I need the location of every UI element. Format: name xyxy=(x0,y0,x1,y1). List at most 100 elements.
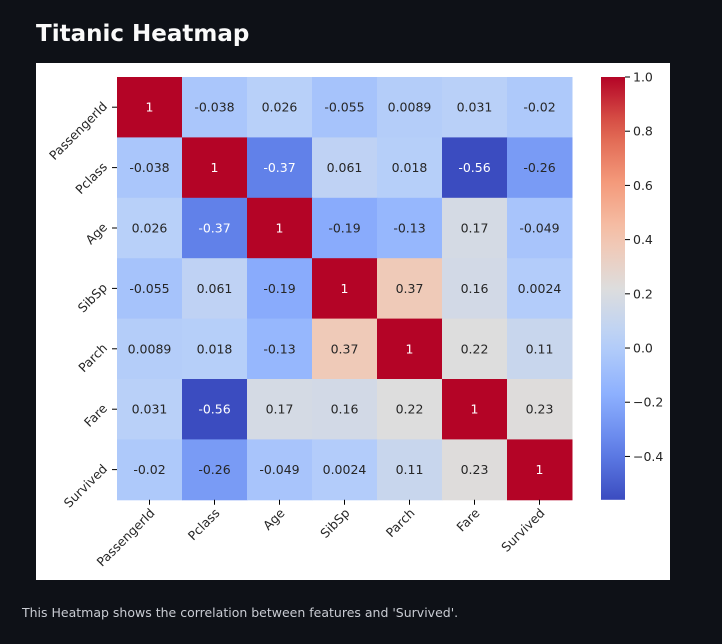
cell-value-label: -0.37 xyxy=(198,221,230,236)
cell-value-label: 0.018 xyxy=(197,341,233,356)
cell-value-label: 1 xyxy=(471,402,479,417)
heatmap-cell xyxy=(442,379,508,440)
cell-value-label: 0.17 xyxy=(461,221,489,236)
x-tick-label: Survived xyxy=(498,505,547,554)
heatmap-cell xyxy=(377,197,443,259)
cell-value-label: 0.23 xyxy=(526,402,554,417)
cell-value-label: 1 xyxy=(536,462,544,477)
cell-value-label: -0.038 xyxy=(129,160,169,175)
heatmap-cell xyxy=(442,197,508,259)
heatmap-cell xyxy=(377,439,443,501)
y-tick-label: Age xyxy=(82,219,110,247)
colorbar-tick-label: 1.0 xyxy=(633,70,653,85)
heatmap-cell xyxy=(442,439,508,501)
heatmap-cell xyxy=(182,137,248,199)
heatmap-cell xyxy=(312,77,378,138)
cell-value-label: 0.0024 xyxy=(323,462,367,477)
heatmap-cell xyxy=(507,197,573,259)
cell-value-label: -0.13 xyxy=(393,221,425,236)
cell-value-label: 0.026 xyxy=(132,221,168,236)
cell-value-label: 0.018 xyxy=(392,160,428,175)
cell-value-label: 0.16 xyxy=(461,281,489,296)
heatmap-cell xyxy=(507,77,573,138)
heatmap-cell xyxy=(182,77,248,138)
colorbar-tick-label: −0.2 xyxy=(633,395,663,410)
x-tick-label: SibSp xyxy=(317,505,353,541)
heatmap-cell xyxy=(247,137,313,199)
heatmap-cell xyxy=(507,318,573,380)
cell-value-label: 0.17 xyxy=(266,402,294,417)
heatmap-cell xyxy=(117,77,183,138)
heatmap-cell xyxy=(377,379,443,440)
cell-value-label: 0.031 xyxy=(457,100,493,115)
heatmap-cell xyxy=(117,197,183,259)
colorbar-tick-label: 0.8 xyxy=(633,124,653,139)
cell-value-label: -0.13 xyxy=(263,341,295,356)
heatmap-cell xyxy=(312,258,378,320)
heatmap-cell xyxy=(377,258,443,320)
heatmap-cell xyxy=(247,197,313,259)
y-tick-label: PassengerId xyxy=(46,99,110,163)
y-tick-label: Fare xyxy=(81,401,110,430)
x-tick-label: Fare xyxy=(453,505,482,534)
x-tick-label: Parch xyxy=(383,505,418,540)
heatmap-cell xyxy=(442,258,508,320)
cell-value-label: -0.055 xyxy=(324,100,364,115)
y-tick-label: Parch xyxy=(75,340,110,375)
cell-value-label: -0.055 xyxy=(129,281,169,296)
heatmap-cell xyxy=(442,318,508,380)
cell-value-label: -0.049 xyxy=(519,221,559,236)
heatmap-cell xyxy=(377,318,443,380)
heatmap-cell xyxy=(182,318,248,380)
heatmap-cell xyxy=(377,137,443,199)
heatmap-cell xyxy=(312,137,378,199)
cell-value-label: 0.061 xyxy=(197,281,233,296)
y-tick-label: Survived xyxy=(61,461,110,510)
cell-value-label: 0.37 xyxy=(396,281,424,296)
chart-caption: This Heatmap shows the correlation betwe… xyxy=(22,605,459,620)
colorbar-tick-label: 0.0 xyxy=(633,341,653,356)
cell-value-label: -0.19 xyxy=(328,221,360,236)
heatmap-cell xyxy=(117,379,183,440)
heatmap-cell xyxy=(117,318,183,380)
colorbar-tick-label: −0.4 xyxy=(633,449,663,464)
page-title: Titanic Heatmap xyxy=(36,21,250,47)
heatmap-cell xyxy=(507,379,573,440)
colorbar-tick-label: 0.4 xyxy=(633,232,653,247)
cell-value-label: -0.26 xyxy=(198,462,230,477)
heatmap-cell xyxy=(182,379,248,440)
cell-value-label: 0.0089 xyxy=(388,100,432,115)
heatmap-cell xyxy=(247,379,313,440)
y-tick-label: SibSp xyxy=(75,280,111,316)
cell-value-label: -0.56 xyxy=(198,402,230,417)
cell-value-label: 0.11 xyxy=(526,341,554,356)
heatmap-cell xyxy=(507,439,573,501)
cell-value-label: 0.031 xyxy=(132,402,168,417)
cell-value-label: -0.56 xyxy=(458,160,490,175)
heatmap-cell xyxy=(312,439,378,501)
heatmap-cell xyxy=(312,379,378,440)
cell-value-label: -0.37 xyxy=(263,160,295,175)
heatmap-cell xyxy=(312,197,378,259)
colorbar xyxy=(601,77,625,500)
cell-value-label: 0.16 xyxy=(331,402,359,417)
x-tick-label: Age xyxy=(260,505,288,533)
cell-value-label: -0.26 xyxy=(523,160,555,175)
heatmap-cell xyxy=(247,77,313,138)
cell-value-label: 0.0089 xyxy=(128,341,172,356)
cell-value-label: 1 xyxy=(406,341,414,356)
y-tick-label: Pclass xyxy=(72,159,110,197)
heatmap-cell xyxy=(507,137,573,199)
heatmap-cell xyxy=(117,137,183,199)
heatmap-cell xyxy=(182,258,248,320)
heatmap-cell xyxy=(247,318,313,380)
cell-value-label: -0.02 xyxy=(523,100,555,115)
cell-value-label: 1 xyxy=(276,221,284,236)
cell-value-label: 0.11 xyxy=(396,462,424,477)
heatmap-cell xyxy=(247,258,313,320)
colorbar-tick-label: 0.6 xyxy=(633,178,653,193)
heatmap-cell xyxy=(507,258,573,320)
heatmap-chart: 1 -0.038 0.026 -0.055 0.0089 0.031 -0.02 -0.038… xyxy=(46,70,663,570)
heatmap-cell xyxy=(442,137,508,199)
cell-value-label: -0.049 xyxy=(259,462,299,477)
